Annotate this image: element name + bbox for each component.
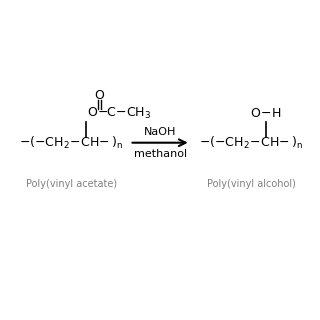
Text: $\mathsf{-(-CH_2\!-\!CH\!-)_n}$: $\mathsf{-(-CH_2\!-\!CH\!-)_n}$ — [199, 135, 304, 151]
Text: $\mathsf{O}$: $\mathsf{O}$ — [94, 89, 105, 102]
Text: $\mathsf{O\!-\!\!C\!-\!CH_3}$: $\mathsf{O\!-\!\!C\!-\!CH_3}$ — [87, 106, 152, 121]
Text: NaOH: NaOH — [144, 127, 176, 137]
Text: Poly(vinyl acetate): Poly(vinyl acetate) — [26, 179, 117, 188]
Text: methanol: methanol — [133, 149, 187, 159]
Text: $\mathsf{O\!-\!H}$: $\mathsf{O\!-\!H}$ — [250, 107, 281, 120]
Text: Poly(vinyl alcohol): Poly(vinyl alcohol) — [207, 179, 296, 188]
Text: $\mathsf{-(-CH_2\!-\!CH\!-)_n}$: $\mathsf{-(-CH_2\!-\!CH\!-)_n}$ — [20, 135, 124, 151]
